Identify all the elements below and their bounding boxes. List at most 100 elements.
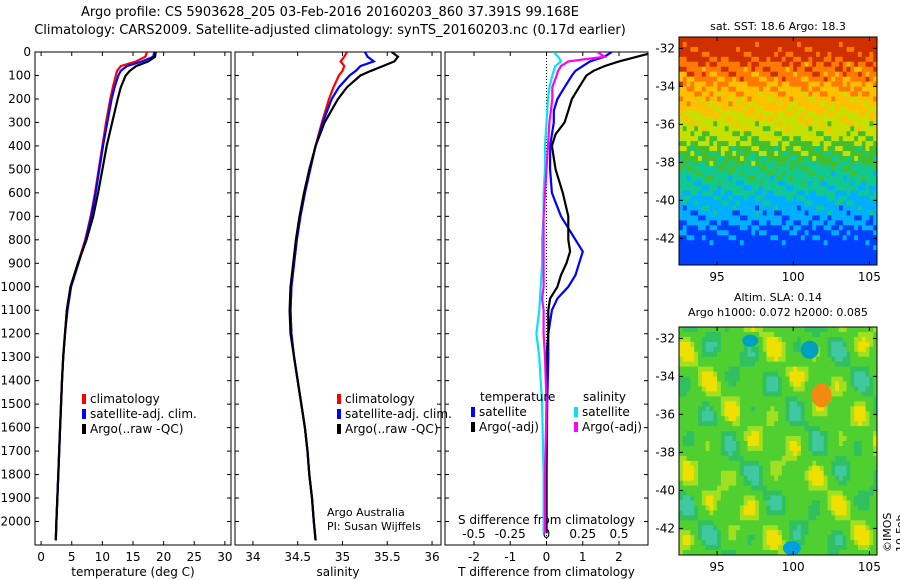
sst-map-cell [789,151,794,157]
sst-map-cell [797,245,802,251]
sst-map-cell [850,111,855,117]
sst-map-cell [861,121,866,127]
sla-map-cell [823,535,828,541]
sla-map-cell [736,331,741,338]
sla-map-cell [846,341,851,348]
sla-map-cell [842,500,847,506]
sla-map-cell [724,327,729,333]
sst-map-cell [778,46,783,53]
sla-map-cell [755,465,760,472]
sla-map-cell [865,416,870,422]
sst-map-cell [804,136,809,142]
sst-map-cell [694,250,699,256]
sla-map-cell [679,351,684,358]
sst-map-cell [713,76,718,83]
sla-map-cell [679,366,684,373]
sla-map-cell [873,361,878,368]
sst-map-cell [766,91,771,97]
sla-map-cell [785,366,790,373]
sst-map-cell [679,260,684,266]
sst-map-cell [701,151,707,157]
sla-map-cell [713,361,718,368]
sla-map-cell [751,366,756,373]
sla-map-cell [701,460,707,467]
sst-map-cell [762,155,767,162]
sla-map-cell [778,530,783,536]
sst-map-cell [686,250,691,256]
sst-map-cell [698,245,703,251]
sst-map-xtick-label: 95 [709,270,724,284]
sst-map-cell [755,205,760,211]
sla-map-cell [755,510,760,516]
sla-map-cell [797,396,802,402]
sla-map-cell [838,515,844,521]
sla-map-cell [854,426,859,432]
sla-map-cell [850,371,855,377]
sst-map-cell [694,116,699,122]
sla-map-cell [690,346,695,353]
sst-map-cell [755,136,760,142]
sla-map-cell [766,376,771,382]
sst-map-cell [823,210,828,216]
sla-map-cell [865,470,870,477]
sla-map-cell [789,416,794,422]
sal-legend-label: climatology [345,392,415,406]
sla-map-cell [686,436,691,442]
sst-map-cell [842,76,847,83]
sst-map-cell [724,185,729,192]
sla-map-cell [717,505,722,511]
sst-map-cell [774,220,779,226]
sla-map-cell [781,366,787,373]
sst-map-cell [778,131,783,137]
sst-map-cell [701,111,707,117]
sst-map-cell [785,190,790,197]
sst-map-cell [873,106,878,112]
sst-map-cell [755,141,760,147]
sla-map-cell [686,460,691,467]
sst-map-cell [804,210,809,216]
sla-map-cell [728,411,733,417]
sla-map-cell [770,530,775,536]
sla-map-cell [709,465,714,472]
sst-map-cell [739,81,745,87]
sla-map-cell [728,386,733,392]
sst-map-cell [774,240,779,246]
sst-map-cell [732,131,737,137]
sst-map-cell [804,185,809,192]
sal-legend-swatch [337,409,341,419]
sst-map-cell [865,190,870,197]
sla-map-cell [789,361,794,368]
sst-map-cell [713,230,718,236]
sst-map-cell [698,46,703,53]
sst-map-cell [827,136,832,142]
sla-map-cell [861,381,866,387]
sst-map-cell [755,101,760,107]
sla-map-cell [835,411,840,417]
sst-map-cell [747,180,752,187]
sst-map-cell [861,86,866,92]
sst-map-cell [682,51,688,58]
sst-map-cell [865,141,870,147]
sst-map-cell [751,225,756,231]
sla-map-cell [694,386,699,392]
sla-map-cell [800,520,806,526]
sst-map-cell [732,170,737,177]
sla-map-cell [823,406,828,412]
sla-map-cell [751,545,756,551]
sla-map-cell [785,431,790,437]
sst-map-cell [728,250,733,256]
sla-map-cell [766,406,771,412]
sst-map-cell [766,86,771,92]
sst-map-cell [804,165,809,172]
sst-map-cell [686,101,691,107]
sla-map-cell [819,465,825,472]
sla-map-cell [736,495,741,501]
sst-map-cell [846,240,851,246]
sst-map-cell [873,81,878,87]
sla-map-cell [835,530,840,536]
sla-map-cell [781,396,787,402]
sst-map-cell [819,250,825,256]
sla-map-cell [709,455,714,462]
sst-map-cell [808,126,813,132]
sla-map-cell [873,401,878,407]
